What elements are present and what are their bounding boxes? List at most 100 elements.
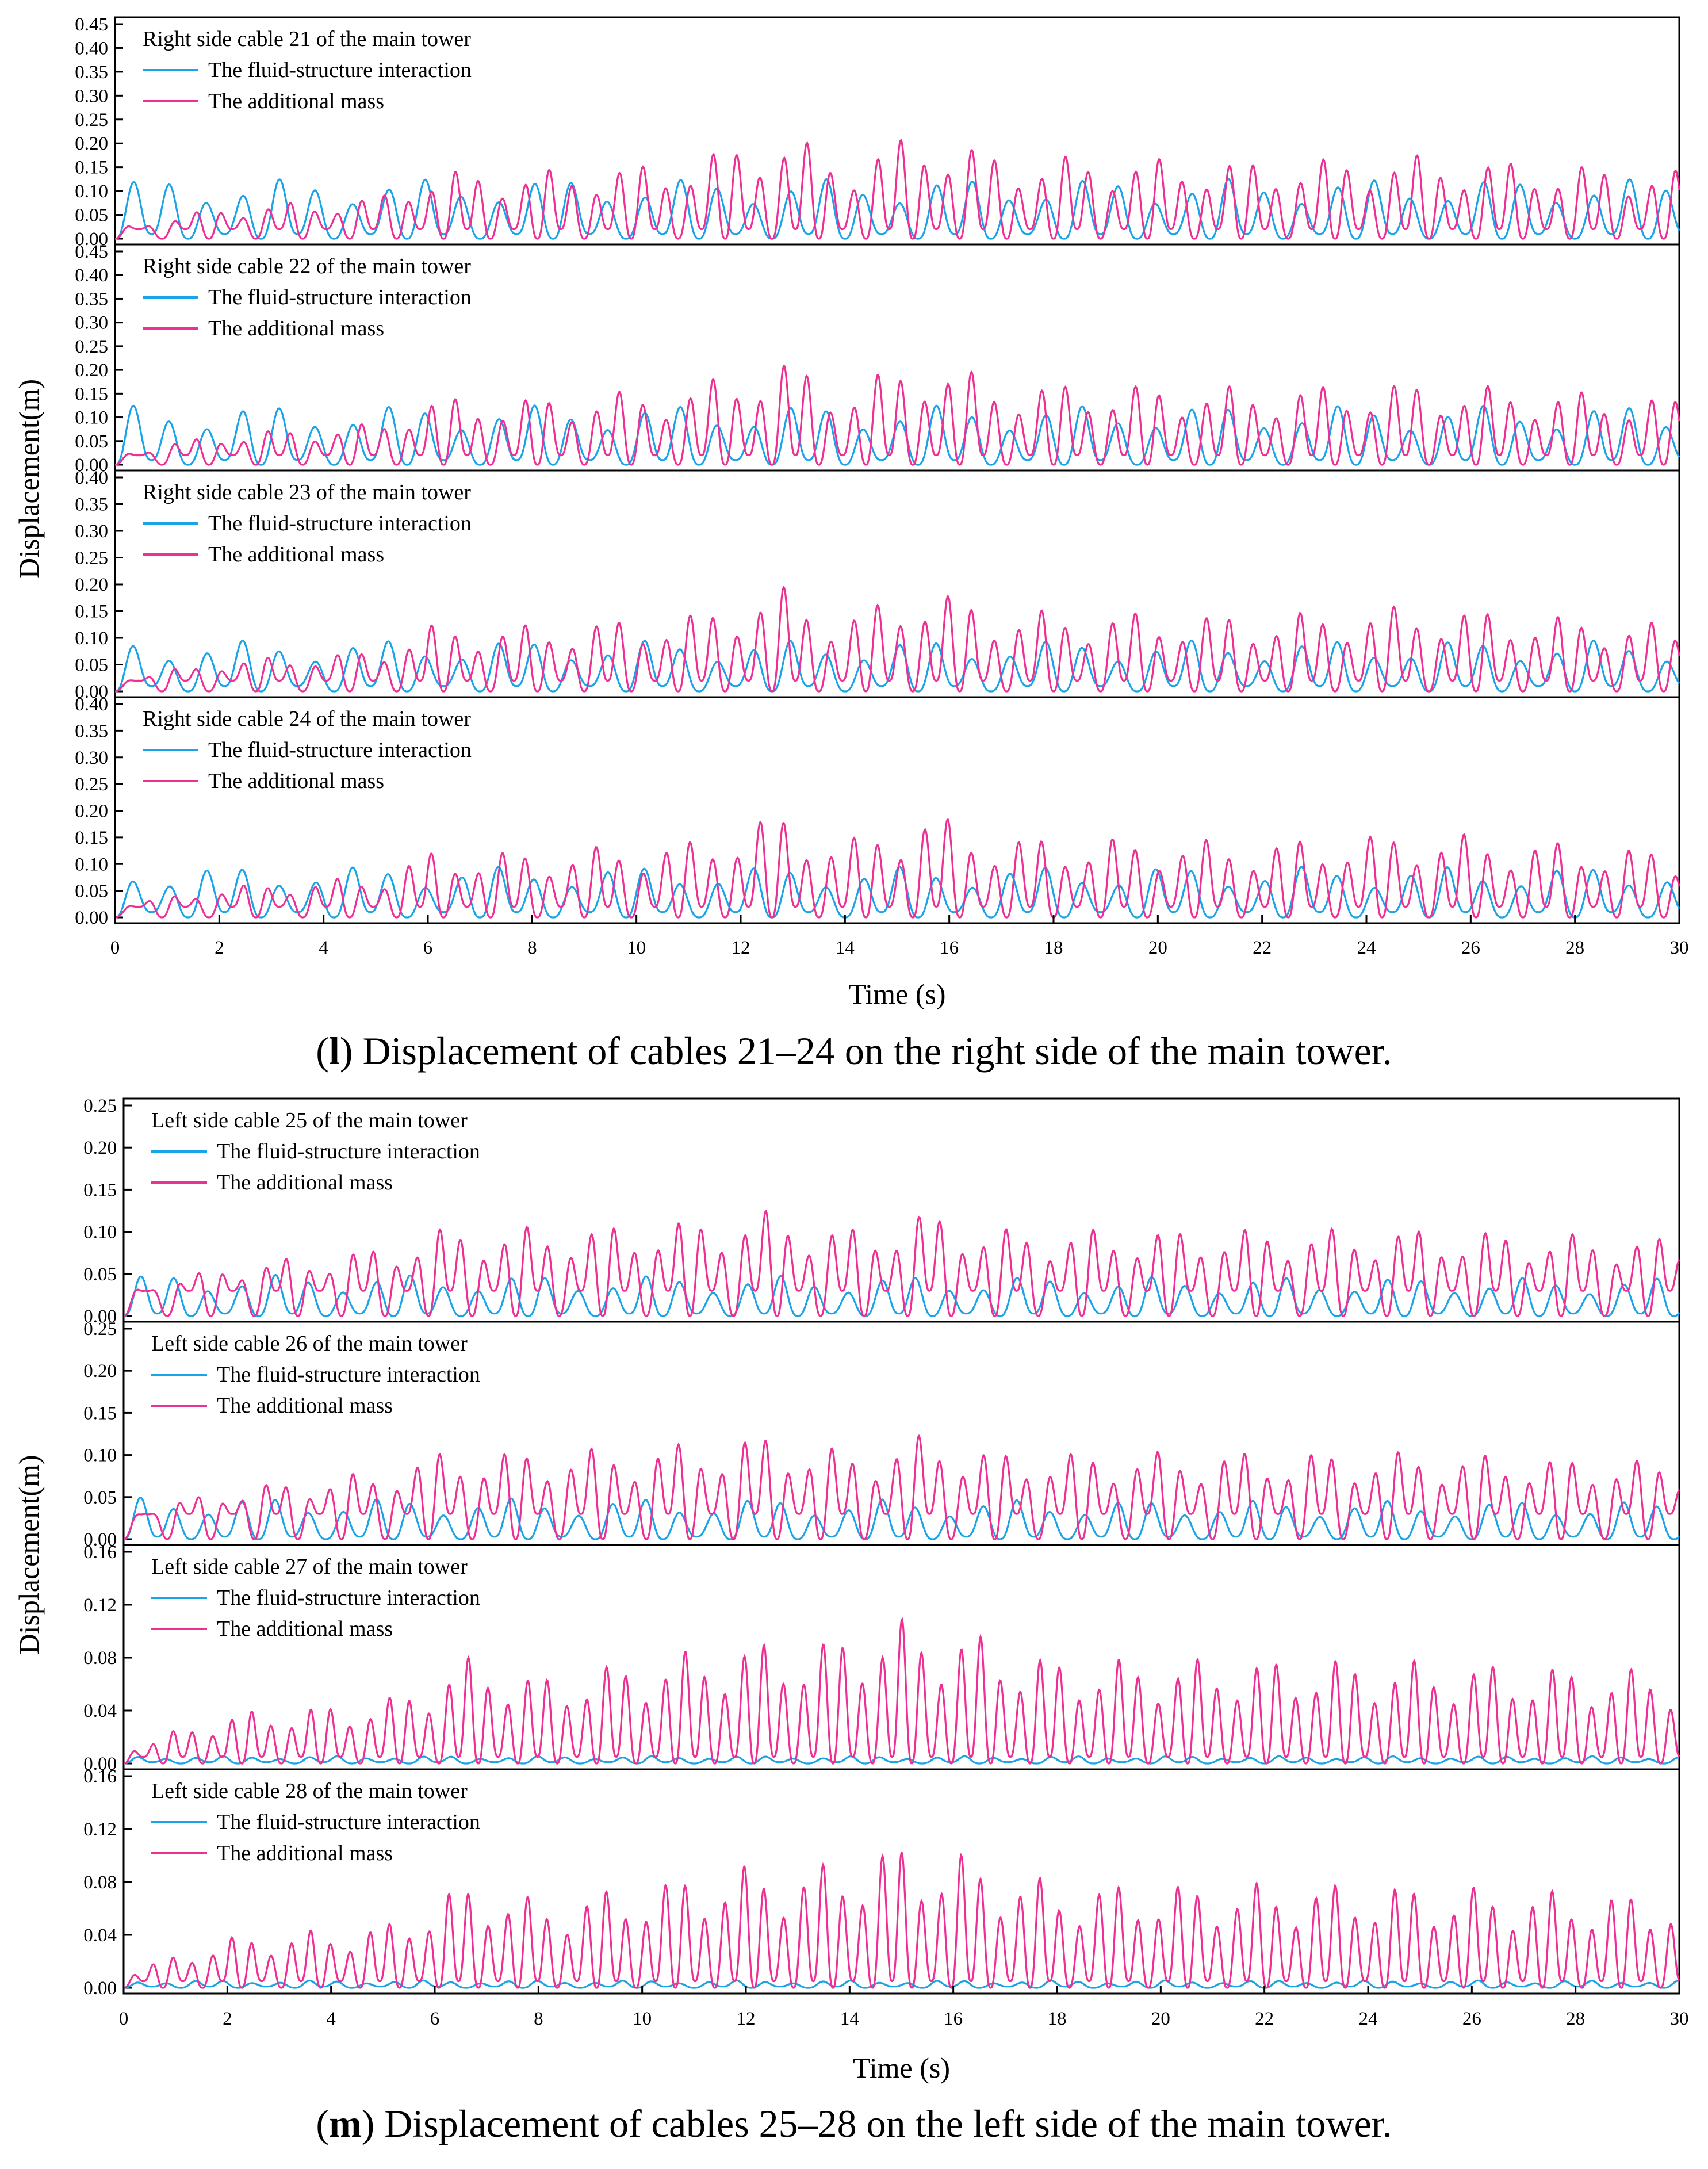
legend-label: The additional mass xyxy=(208,89,384,113)
x-tick-label: 24 xyxy=(1357,938,1376,958)
x-tick-label: 10 xyxy=(627,938,646,958)
y-tick-label: 0.20 xyxy=(75,360,108,381)
x-tick-label: 8 xyxy=(534,2009,543,2029)
legend-label: The fluid-structure interaction xyxy=(208,511,472,535)
chart-cables-25-28: 0.00 0.05 0.10 0.15 0.20 0.25 Left side cable … xyxy=(13,1096,1689,2145)
x-tick-label: 22 xyxy=(1255,2009,1274,2029)
series-line-additional-mass xyxy=(123,1617,1680,1765)
y-tick-label: 0.45 xyxy=(75,14,108,35)
y-tick-label: 0.05 xyxy=(83,1487,117,1508)
panel-title: Right side cable 23 of the main tower xyxy=(143,480,471,504)
x-tick-label: 14 xyxy=(840,2009,859,2029)
y-tick-label: 0.25 xyxy=(75,110,108,131)
y-tick-label: 0.20 xyxy=(83,1361,117,1382)
x-tick-label: 6 xyxy=(423,938,433,958)
series-line-fluid-structure xyxy=(115,178,1680,240)
y-tick-label: 0.35 xyxy=(75,62,108,83)
panel-210: 0.00 0.05 0.10 0.15 0.200.25 0.30 0.35 0.40 0.45… xyxy=(75,14,1680,250)
x-tick-label: 16 xyxy=(944,2009,963,2029)
y-tick-label: 0.20 xyxy=(75,575,108,595)
x-tick-label: 18 xyxy=(1044,938,1063,958)
x-tick-label: 22 xyxy=(1253,938,1272,958)
panel-title: Right side cable 21 of the main tower xyxy=(143,27,471,51)
panel-title: Left side cable 25 of the main tower xyxy=(151,1108,468,1133)
x-tick-label: 30 xyxy=(1670,938,1689,958)
x-tick-label: 26 xyxy=(1461,938,1480,958)
x-tick-label: 2 xyxy=(223,2009,232,2029)
y-tick-label: 0.35 xyxy=(75,721,108,741)
y-tick-label: 0.12 xyxy=(83,1595,117,1616)
y-tick-label: 0.10 xyxy=(83,1445,117,1466)
panel-250: 0.00 0.05 0.10 0.15 0.20 0.25 Left side cable … xyxy=(83,1096,1680,1327)
y-tick-label: 0.05 xyxy=(75,655,108,676)
series-line-fluid-structure xyxy=(124,1497,1680,1540)
legend-label: The additional mass xyxy=(217,1617,393,1641)
legend-label: The fluid-structure interaction xyxy=(217,1810,480,1834)
panel-title: Left side cable 28 of the main tower xyxy=(151,1779,468,1803)
legend-label: The additional mass xyxy=(217,1170,393,1195)
y-tick-label: 0.05 xyxy=(75,431,108,452)
legend-label: The additional mass xyxy=(208,316,384,341)
chart-cables-21-24: 0.000.050.100.150.200.250.300.350.400.45… xyxy=(13,14,1689,1073)
panel-252: 0.00 0.04 0.08 0.12 0.16 Left side cable 27 o… xyxy=(83,1542,1680,1774)
y-tick-label: 0.00 xyxy=(75,229,108,250)
y-tick-label: 0.35 xyxy=(75,289,108,309)
x-tick-label: 8 xyxy=(527,938,537,958)
y-axis-label: Displacement(m) xyxy=(13,1455,45,1654)
y-tick-label: 0.30 xyxy=(75,313,108,334)
y-tick-label: 0.40 xyxy=(75,38,108,59)
x-tick-label: 2 xyxy=(215,938,224,958)
legend-label: The fluid-structure interaction xyxy=(217,1139,480,1164)
y-tick-label: 0.08 xyxy=(83,1648,117,1669)
y-tick-label: 0.00 xyxy=(83,1306,117,1327)
series-line-fluid-structure xyxy=(124,1979,1680,1989)
legend-label: The fluid-structure interaction xyxy=(208,58,472,82)
x-tick-label: 0 xyxy=(119,2009,129,2029)
y-tick-label: 0.30 xyxy=(75,521,108,542)
series-line-additional-mass xyxy=(123,1851,1680,1989)
x-tick-label: 16 xyxy=(940,938,959,958)
legend-label: The additional mass xyxy=(217,1394,393,1418)
x-tick-label: 14 xyxy=(836,938,855,958)
y-tick-label: 0.10 xyxy=(83,1222,117,1243)
x-tick-label: 30 xyxy=(1670,2009,1689,2029)
y-tick-label: 0.10 xyxy=(75,181,108,202)
legend-label: The fluid-structure interaction xyxy=(208,285,472,309)
series-line-additional-mass xyxy=(123,1434,1680,1540)
x-tick-label: 20 xyxy=(1151,2009,1170,2029)
x-tick-label: 10 xyxy=(633,2009,652,2029)
legend-label: The additional mass xyxy=(208,542,384,567)
x-tick-label: 26 xyxy=(1462,2009,1481,2029)
y-tick-label: 0.10 xyxy=(75,408,108,429)
y-tick-label: 0.20 xyxy=(75,133,108,154)
y-tick-label: 0.00 xyxy=(75,908,108,928)
legend-label: The fluid-structure interaction xyxy=(217,1363,480,1387)
panel-title: Right side cable 24 of the main tower xyxy=(143,707,471,731)
y-tick-label: 0.15 xyxy=(75,158,108,178)
y-tick-label: 0.25 xyxy=(83,1319,117,1340)
panel-title: Left side cable 27 of the main tower xyxy=(151,1555,468,1579)
y-tick-label: 0.40 xyxy=(75,468,108,488)
x-tick-label: 12 xyxy=(737,2009,756,2029)
y-tick-label: 0.40 xyxy=(75,694,108,715)
y-tick-label: 0.30 xyxy=(75,86,108,106)
series-line-additional-mass xyxy=(123,1210,1680,1317)
y-tick-label: 0.25 xyxy=(83,1096,117,1116)
series-line-additional-mass xyxy=(115,818,1680,919)
x-tick-label: 6 xyxy=(430,2009,440,2029)
y-tick-label: 0.25 xyxy=(75,774,108,795)
panel-251: 0.00 0.05 0.10 0.15 0.20 0.25 Left side cable … xyxy=(83,1319,1680,1550)
figure-caption: (l) Displacement of cables 21–24 on the … xyxy=(316,1029,1392,1073)
y-tick-label: 0.25 xyxy=(75,548,108,569)
y-tick-label: 0.00 xyxy=(83,1529,117,1550)
x-axis-label: Time (s) xyxy=(853,2052,950,2084)
panel-212: 0.00 0.05 0.10 0.15 0.20 0.25 0.30 0.35 0.40 Righ… xyxy=(75,468,1680,702)
x-tick-label: 4 xyxy=(319,938,328,958)
y-tick-label: 0.35 xyxy=(75,495,108,515)
y-tick-label: 0.05 xyxy=(75,881,108,902)
x-tick-label: 24 xyxy=(1359,2009,1378,2029)
x-tick-label: 20 xyxy=(1148,938,1167,958)
y-tick-label: 0.15 xyxy=(75,828,108,848)
panel-213: 0.00 0.05 0.10 0.15 0.20 0.25 0.30 0.35 0.40 Righ… xyxy=(75,694,1680,928)
y-tick-label: 0.20 xyxy=(83,1138,117,1158)
